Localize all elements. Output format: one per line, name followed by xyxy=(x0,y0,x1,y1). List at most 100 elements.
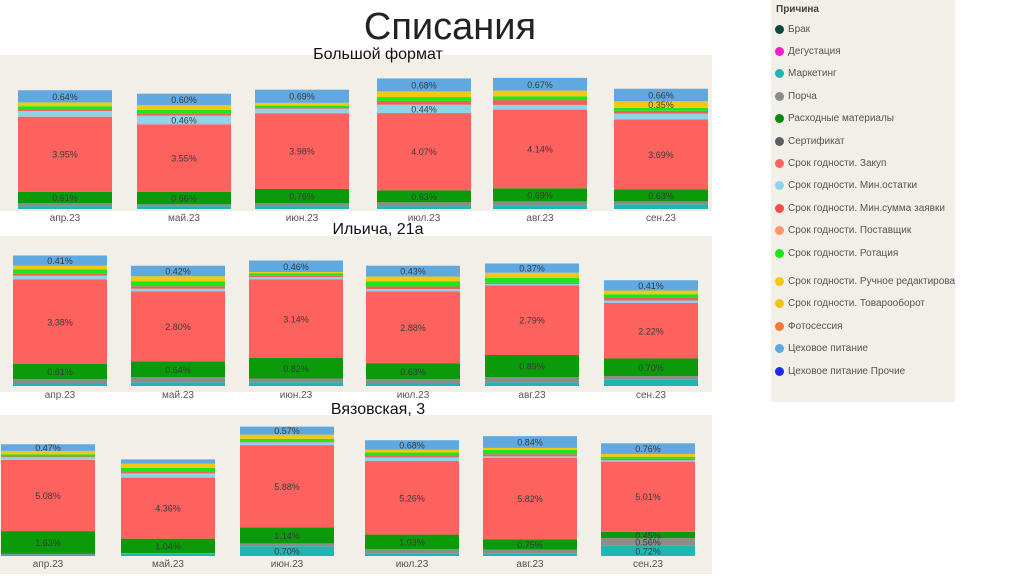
bar-segment[interactable] xyxy=(137,115,231,125)
bar-segment[interactable] xyxy=(483,450,577,455)
bar-segment[interactable] xyxy=(601,453,695,457)
bar-segment[interactable] xyxy=(137,105,231,110)
bar-segment[interactable] xyxy=(131,281,225,287)
bar-segment[interactable] xyxy=(121,477,215,539)
bar-segment[interactable] xyxy=(601,443,695,454)
bar-segment[interactable] xyxy=(18,110,112,117)
bar-segment[interactable] xyxy=(485,277,579,283)
bar-segment[interactable] xyxy=(240,438,334,442)
bar-segment[interactable] xyxy=(485,272,579,278)
bar-segment[interactable] xyxy=(365,449,459,453)
bar-segment[interactable] xyxy=(601,538,695,546)
bar-segment[interactable] xyxy=(366,383,460,386)
bar-segment[interactable] xyxy=(121,538,215,554)
bar-segment[interactable] xyxy=(493,104,587,110)
legend-item[interactable]: Срок годности. Мин.остатки xyxy=(771,175,955,197)
bar-segment[interactable] xyxy=(604,298,698,301)
bar-segment[interactable] xyxy=(121,553,215,554)
bar-segment[interactable] xyxy=(1,554,95,556)
bar-segment[interactable] xyxy=(137,113,231,116)
bar-segment[interactable] xyxy=(377,190,471,203)
bar-segment[interactable] xyxy=(483,456,577,458)
bar-segment[interactable] xyxy=(249,275,343,277)
bar-segment[interactable] xyxy=(1,459,95,532)
bar-segment[interactable] xyxy=(1,553,95,555)
bar-segment[interactable] xyxy=(483,457,577,540)
bar-segment[interactable] xyxy=(483,454,577,457)
bar-segment[interactable] xyxy=(255,108,349,114)
bar-segment[interactable] xyxy=(240,527,334,544)
bar-segment[interactable] xyxy=(1,450,95,455)
bar-segment[interactable] xyxy=(1,456,95,458)
bar-segment[interactable] xyxy=(614,201,708,205)
bar-segment[interactable] xyxy=(18,206,112,209)
bar-segment[interactable] xyxy=(249,272,343,274)
bar-segment[interactable] xyxy=(366,363,460,380)
bar-segment[interactable] xyxy=(601,545,695,556)
bar-segment[interactable] xyxy=(13,269,107,274)
bar-segment[interactable] xyxy=(485,377,579,383)
bar-segment[interactable] xyxy=(18,106,112,110)
bar-segment[interactable] xyxy=(13,275,107,280)
bar-segment[interactable] xyxy=(483,447,577,451)
bar-segment[interactable] xyxy=(377,78,471,92)
bar-segment[interactable] xyxy=(121,553,215,556)
bar-segment[interactable] xyxy=(255,113,349,189)
bar-segment[interactable] xyxy=(121,463,215,468)
bar-segment[interactable] xyxy=(365,457,459,461)
bar-segment[interactable] xyxy=(366,286,460,290)
bar-segment[interactable] xyxy=(483,539,577,550)
bar-segment[interactable] xyxy=(1,531,95,554)
bar-segment[interactable] xyxy=(131,286,225,289)
bar-segment[interactable] xyxy=(240,445,334,528)
bar-segment[interactable] xyxy=(614,113,708,120)
bar-segment[interactable] xyxy=(614,88,708,102)
legend-item[interactable]: Цеховое питание Прочие xyxy=(771,360,955,382)
legend-item[interactable]: Срок годности. Товарооборот xyxy=(771,293,955,315)
bar-segment[interactable] xyxy=(483,436,577,448)
bar-segment[interactable] xyxy=(377,104,471,114)
bar-segment[interactable] xyxy=(255,105,349,108)
bar-segment[interactable] xyxy=(365,534,459,549)
bar-segment[interactable] xyxy=(255,102,349,106)
bar-segment[interactable] xyxy=(485,282,579,284)
bar-segment[interactable] xyxy=(240,426,334,435)
bar-segment[interactable] xyxy=(240,442,334,446)
legend-item[interactable]: Срок годности. Мин.сумма заявки xyxy=(771,197,955,219)
bar-segment[interactable] xyxy=(121,467,215,472)
bar-segment[interactable] xyxy=(131,361,225,378)
bar-segment[interactable] xyxy=(131,377,225,383)
legend-item[interactable]: Срок годности. Ручное редактирование xyxy=(771,270,955,292)
bar-segment[interactable] xyxy=(601,456,695,459)
bar-segment[interactable] xyxy=(493,90,587,97)
bar-segment[interactable] xyxy=(13,255,107,266)
bar-segment[interactable] xyxy=(137,124,231,192)
bar-segment[interactable] xyxy=(614,107,708,111)
bar-segment[interactable] xyxy=(131,291,225,362)
bar-segment[interactable] xyxy=(13,279,107,365)
bar-segment[interactable] xyxy=(604,376,698,380)
bar-segment[interactable] xyxy=(604,379,698,386)
bar-segment[interactable] xyxy=(493,201,587,206)
bar-segment[interactable] xyxy=(377,113,471,191)
bar-segment[interactable] xyxy=(604,358,698,377)
bar-segment[interactable] xyxy=(366,289,460,292)
bar-segment[interactable] xyxy=(18,116,112,192)
bar-segment[interactable] xyxy=(249,382,343,386)
bar-segment[interactable] xyxy=(13,273,107,276)
bar-segment[interactable] xyxy=(493,188,587,202)
bar-segment[interactable] xyxy=(249,358,343,379)
bar-segment[interactable] xyxy=(604,300,698,304)
bar-segment[interactable] xyxy=(240,441,334,443)
bar-segment[interactable] xyxy=(493,205,587,209)
legend-item[interactable]: Брак xyxy=(771,18,955,40)
bar-segment[interactable] xyxy=(377,97,471,101)
bar-segment[interactable] xyxy=(365,553,459,556)
bar-segment[interactable] xyxy=(604,294,698,298)
bar-segment[interactable] xyxy=(493,100,587,105)
legend-item[interactable]: Порча xyxy=(771,85,955,107)
bar-segment[interactable] xyxy=(13,265,107,270)
bar-segment[interactable] xyxy=(614,110,708,114)
bar-segment[interactable] xyxy=(255,188,349,204)
bar-segment[interactable] xyxy=(493,77,587,91)
